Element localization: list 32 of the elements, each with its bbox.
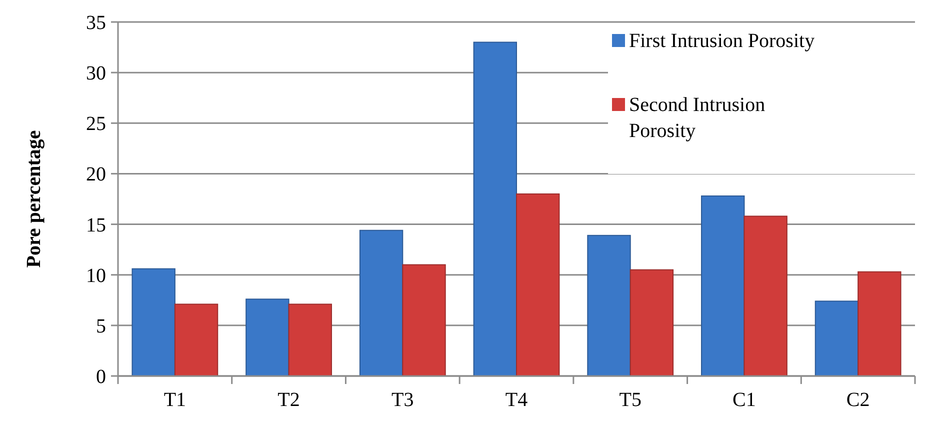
- y-tick-label: 5: [96, 315, 106, 338]
- x-tick-label: T5: [619, 389, 642, 411]
- y-tick-label: 0: [96, 366, 106, 388]
- bar: [174, 304, 218, 376]
- bar: [132, 268, 176, 376]
- legend-label: First Intrusion Porosity: [629, 30, 815, 52]
- y-tick-label: 20: [86, 164, 106, 186]
- y-tick-label: 25: [86, 113, 106, 136]
- bar: [359, 230, 404, 376]
- bar: [402, 264, 446, 376]
- bar: [701, 195, 745, 376]
- x-tick-label: C1: [732, 389, 756, 411]
- y-axis-title: Pore percentage: [23, 130, 45, 268]
- x-tick-label: T1: [164, 389, 186, 411]
- x-tick-label: T3: [392, 389, 414, 411]
- bar: [814, 300, 859, 376]
- legend-label: Second Intrusion Porosity: [629, 94, 766, 142]
- x-tick-label: T2: [278, 389, 300, 411]
- y-tick-label: 30: [86, 62, 106, 85]
- bar: [858, 271, 902, 376]
- bar: [516, 193, 560, 376]
- y-tick-label: 10: [86, 264, 106, 287]
- x-tick-label: T4: [505, 389, 528, 411]
- bar: [744, 216, 788, 376]
- bar: [473, 42, 517, 376]
- bar: [587, 234, 631, 376]
- y-tick-label: 35: [86, 12, 106, 34]
- y-tick-label: 15: [86, 214, 106, 236]
- bar: [288, 304, 332, 376]
- x-tick-label: C2: [846, 389, 870, 411]
- bar: [246, 298, 290, 376]
- bar: [630, 269, 674, 376]
